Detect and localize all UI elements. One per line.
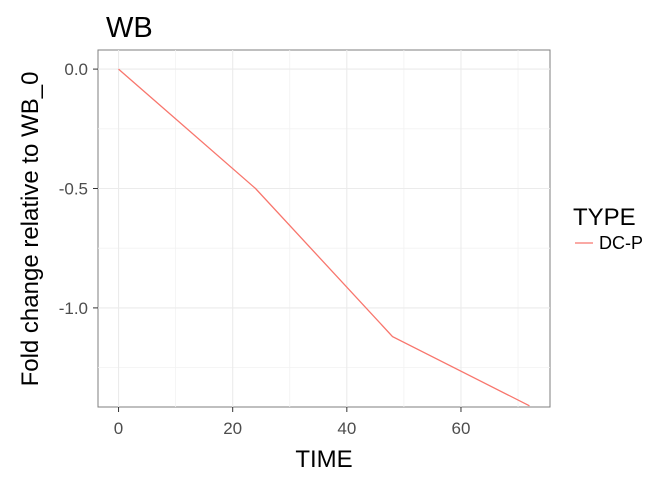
y-axis-ticks: 0.0 -0.5 -1.0 <box>59 60 98 318</box>
x-tick-label: 20 <box>223 419 242 438</box>
legend: TYPE DC-P <box>573 204 643 253</box>
y-axis-title: Fold change relative to WB_0 <box>17 72 44 387</box>
x-tick-label: 60 <box>452 419 471 438</box>
x-tick-label: 0 <box>114 419 123 438</box>
legend-label: DC-P <box>599 233 643 253</box>
grid-major <box>98 50 550 407</box>
plot-panel <box>97 49 551 408</box>
x-tick-label: 40 <box>337 419 356 438</box>
series-layer <box>118 68 530 407</box>
grid-minor <box>98 50 550 407</box>
legend-items: DC-P <box>575 233 643 253</box>
x-axis-ticks: 0 20 40 60 <box>114 407 471 438</box>
legend-title: TYPE <box>573 204 636 231</box>
x-axis-title: TIME <box>295 446 352 473</box>
chart-title: WB <box>106 12 153 44</box>
series-line-dc-p <box>118 68 530 407</box>
y-tick-label: -0.5 <box>59 180 88 199</box>
y-tick-label: -1.0 <box>59 299 88 318</box>
y-tick-label: 0.0 <box>64 60 88 79</box>
